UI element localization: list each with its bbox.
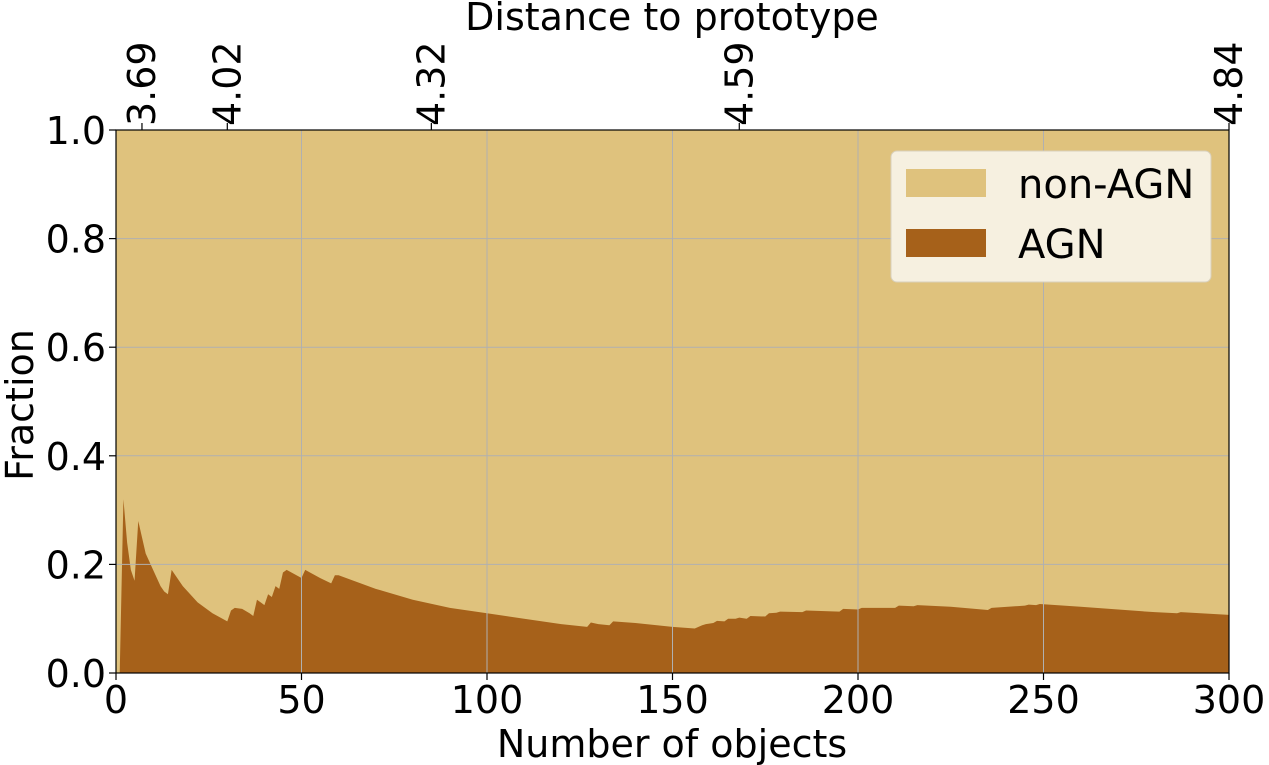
x-tick-label: 250 — [1007, 678, 1080, 722]
x-tick-label: 200 — [822, 678, 895, 722]
y-tick-label: 0.2 — [46, 543, 106, 587]
legend-label-agn: AGN — [1018, 222, 1106, 268]
top-tick-label: 3.69 — [120, 41, 164, 126]
top-axis-ticks: 3.69 4.02 4.32 4.59 4.84 — [120, 41, 1251, 130]
top-tick-label: 4.59 — [717, 41, 761, 126]
y-tick-label: 1.0 — [46, 109, 106, 153]
y-tick-label: 0.4 — [46, 435, 106, 479]
legend-swatch-non-agn — [906, 169, 986, 197]
agn-area — [119, 499, 1230, 673]
x-tick-label: 150 — [636, 678, 709, 722]
legend: non-AGN AGN — [890, 150, 1212, 283]
x-axis-title: Number of objects — [497, 722, 847, 765]
y-axis-title: Fraction — [0, 329, 42, 481]
top-tick-label: 4.32 — [409, 41, 453, 126]
top-axis-title: Distance to prototype — [465, 0, 879, 39]
x-tick-label: 0 — [104, 678, 128, 722]
top-tick-label: 4.84 — [1207, 41, 1251, 126]
x-tick-label: 300 — [1193, 678, 1266, 722]
y-axis-ticks: 0.0 0.2 0.4 0.6 0.8 1.0 — [46, 109, 116, 696]
y-tick-label: 0.6 — [46, 326, 106, 370]
top-tick-label: 4.02 — [205, 41, 249, 126]
x-tick-label: 100 — [451, 678, 524, 722]
legend-label-non-agn: non-AGN — [1018, 162, 1194, 208]
y-tick-label: 0.0 — [46, 652, 106, 696]
x-tick-label: 50 — [277, 678, 325, 722]
y-tick-label: 0.8 — [46, 218, 106, 262]
legend-swatch-agn — [906, 229, 986, 257]
x-axis-ticks: 0 50 100 150 200 250 300 — [104, 673, 1265, 722]
